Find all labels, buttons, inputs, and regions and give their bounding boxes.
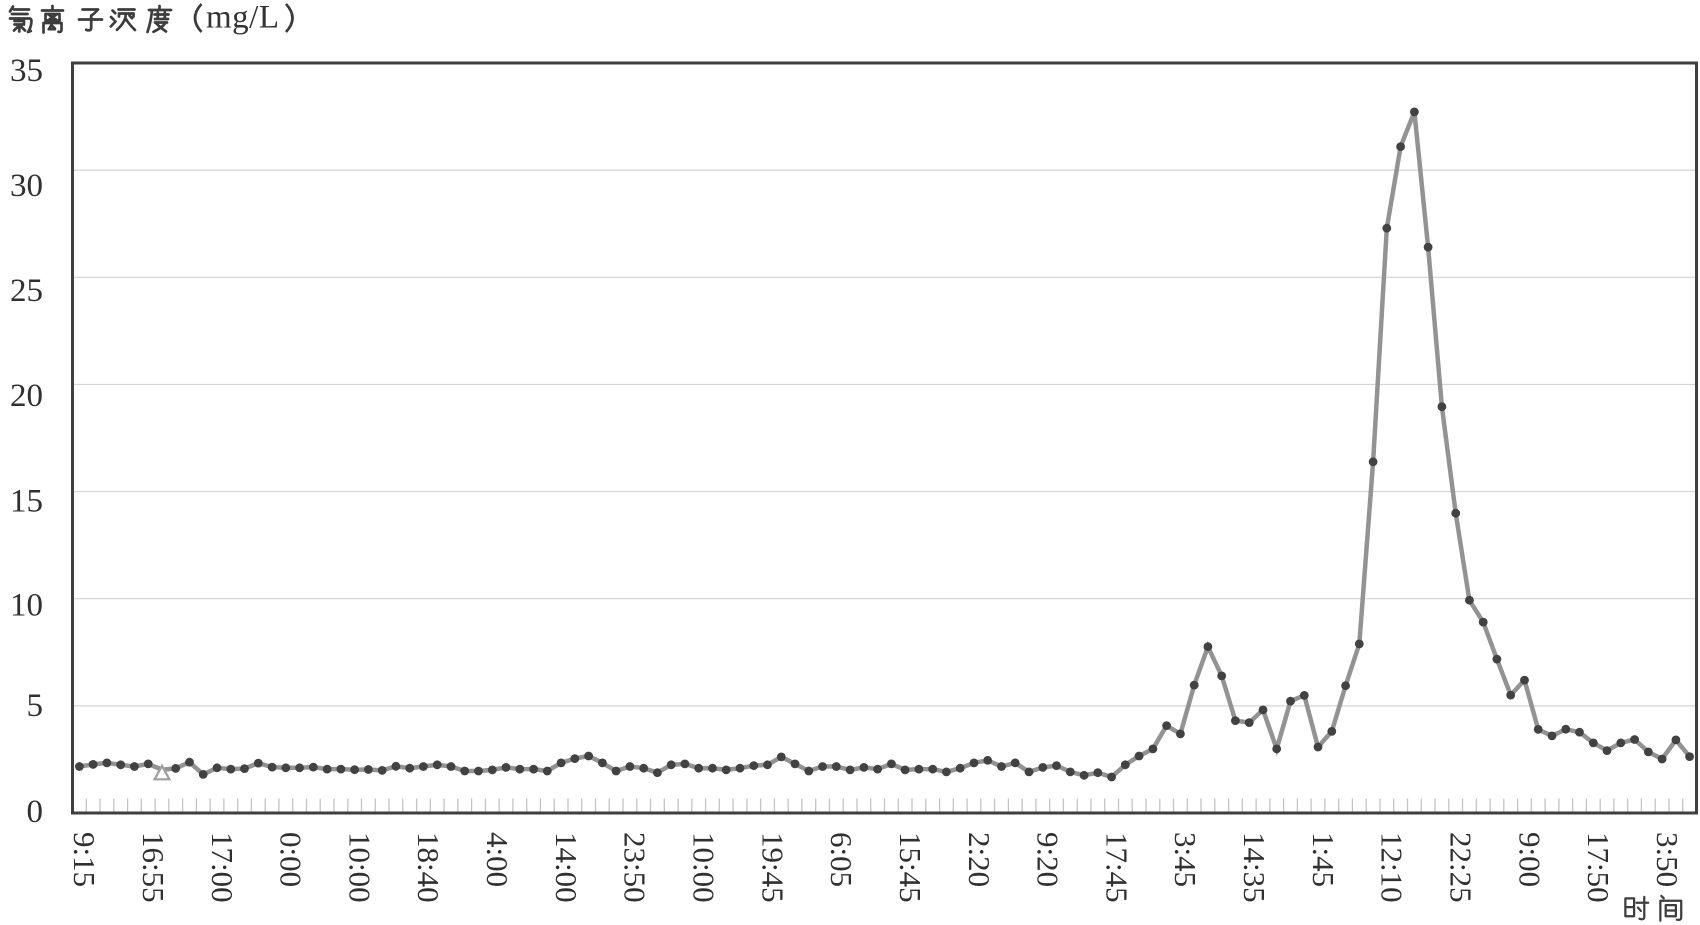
svg-text:17:45: 17:45 xyxy=(1099,832,1134,903)
svg-text:10: 10 xyxy=(10,588,43,624)
svg-text:mg/L: mg/L xyxy=(206,0,280,36)
svg-text:10:00: 10:00 xyxy=(687,832,722,903)
svg-text:9:20: 9:20 xyxy=(1031,832,1066,887)
svg-text:12:10: 12:10 xyxy=(1375,832,1410,903)
svg-text:14:00: 14:00 xyxy=(549,832,584,903)
svg-text:0: 0 xyxy=(27,794,44,830)
svg-text:14:35: 14:35 xyxy=(1237,832,1272,903)
svg-text:4:00: 4:00 xyxy=(480,832,515,887)
svg-text:23:50: 23:50 xyxy=(618,832,653,903)
svg-text:19:45: 19:45 xyxy=(755,832,790,903)
svg-text:17:00: 17:00 xyxy=(205,832,240,903)
svg-text:9:00: 9:00 xyxy=(1512,832,1547,887)
svg-text:5: 5 xyxy=(27,688,44,724)
svg-text:18:40: 18:40 xyxy=(411,832,446,903)
svg-text:10:00: 10:00 xyxy=(342,832,377,903)
svg-text:30: 30 xyxy=(10,168,43,204)
svg-text:9:15: 9:15 xyxy=(67,832,102,887)
svg-text:17:50: 17:50 xyxy=(1581,832,1616,903)
svg-text:20: 20 xyxy=(10,378,43,414)
svg-text:0:00: 0:00 xyxy=(274,832,309,887)
svg-text:35: 35 xyxy=(10,53,43,89)
svg-text:25: 25 xyxy=(10,273,43,309)
svg-text:3:45: 3:45 xyxy=(1168,832,1203,887)
svg-text:2:20: 2:20 xyxy=(962,832,997,887)
svg-text:15:45: 15:45 xyxy=(893,832,928,903)
svg-text:16:55: 16:55 xyxy=(136,832,171,903)
svg-text:15: 15 xyxy=(10,484,43,520)
svg-text:3:50: 3:50 xyxy=(1650,832,1685,887)
svg-text:22:25: 22:25 xyxy=(1444,832,1479,903)
svg-text:1:45: 1:45 xyxy=(1306,832,1341,887)
svg-text:6:05: 6:05 xyxy=(824,832,859,887)
